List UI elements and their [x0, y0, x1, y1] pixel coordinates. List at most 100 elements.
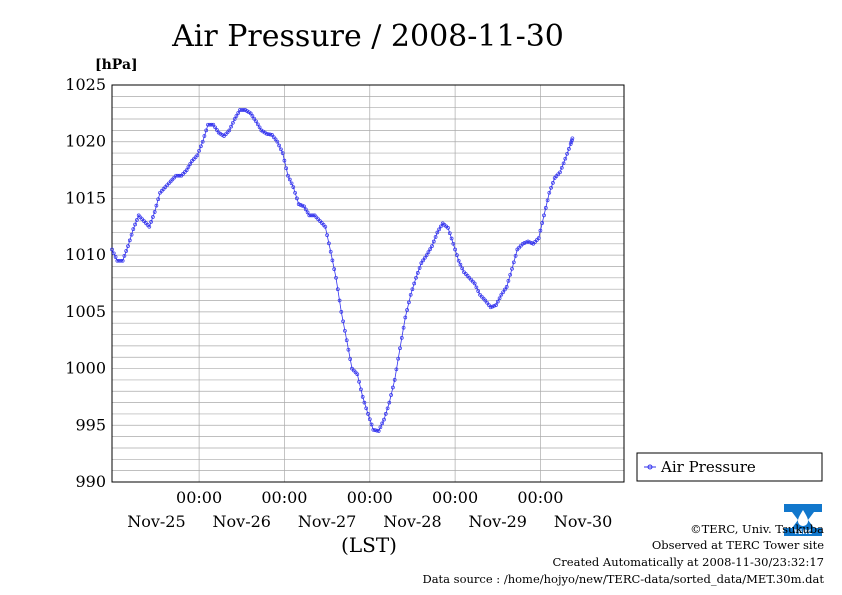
data-point	[476, 289, 481, 293]
data-point	[215, 128, 219, 132]
data-point	[197, 148, 201, 153]
data-point	[451, 241, 456, 246]
data-point	[561, 161, 566, 166]
data-point	[428, 247, 433, 251]
data-point	[110, 247, 114, 252]
legend: Air Pressure	[636, 452, 823, 482]
data-point	[280, 151, 285, 155]
data-point	[536, 236, 541, 240]
x-day-label: Nov-26	[213, 512, 271, 531]
data-point	[250, 114, 255, 118]
data-point	[362, 400, 367, 405]
data-point	[549, 185, 553, 190]
data-point	[460, 266, 465, 271]
data-point	[499, 292, 504, 297]
data-point	[266, 132, 271, 137]
data-point	[300, 203, 305, 208]
data-point	[291, 185, 296, 189]
data-point	[204, 128, 209, 133]
data-point	[545, 198, 550, 203]
data-point	[417, 266, 422, 270]
data-point	[419, 261, 424, 265]
data-point	[231, 120, 235, 125]
y-axis-unit: [hPa]	[95, 57, 138, 73]
data-point	[407, 300, 411, 305]
data-point	[547, 190, 552, 195]
data-point	[367, 417, 372, 422]
data-point	[119, 258, 123, 263]
footer-copyright: ©TERC, Univ. Tsukuba	[690, 522, 824, 536]
data-point	[120, 258, 125, 263]
data-point	[449, 236, 454, 241]
data-point	[570, 138, 574, 143]
data-point	[323, 224, 328, 229]
y-tick-label: 995	[75, 415, 106, 434]
data-point	[497, 296, 502, 301]
data-point	[289, 181, 294, 186]
data-point	[396, 356, 401, 361]
data-point	[398, 346, 402, 351]
data-point	[156, 197, 161, 202]
data-point	[337, 298, 342, 303]
x-tick-label: 00:00	[347, 488, 393, 507]
data-point	[360, 395, 365, 399]
data-point	[126, 244, 130, 248]
data-point	[474, 285, 479, 290]
data-point	[199, 144, 203, 149]
data-point	[570, 136, 575, 141]
data-point	[527, 240, 532, 245]
data-point	[510, 266, 514, 271]
data-point	[403, 315, 408, 320]
data-point	[508, 272, 513, 277]
data-point	[447, 231, 452, 236]
data-point	[501, 290, 505, 295]
data-point	[255, 122, 260, 127]
data-point	[238, 108, 242, 112]
x-day-label: Nov-30	[554, 512, 612, 531]
data-point	[565, 151, 569, 156]
data-point	[174, 173, 178, 178]
data-point	[273, 137, 278, 142]
data-point	[376, 429, 381, 433]
data-point	[458, 262, 463, 267]
data-point	[494, 303, 498, 307]
data-point	[364, 406, 369, 411]
legend-label: Air Pressure	[660, 458, 756, 476]
data-point	[569, 140, 574, 144]
data-point	[551, 181, 555, 185]
data-point	[334, 275, 338, 280]
chart-title: Air Pressure / 2008-11-30	[171, 19, 564, 54]
logo-right-wing	[808, 512, 822, 528]
data-point	[311, 213, 315, 218]
footer-created: Created Automatically at 2008-11-30/23:3…	[552, 555, 825, 569]
data-point	[513, 254, 518, 258]
legend-marker-swatch	[647, 464, 653, 470]
data-point	[202, 134, 207, 138]
data-point	[401, 325, 406, 330]
data-point	[371, 427, 376, 432]
data-point	[293, 190, 297, 195]
data-point	[252, 116, 257, 121]
logo-drop-icon	[798, 510, 808, 526]
data-point	[506, 279, 511, 283]
data-point	[405, 308, 409, 312]
footer-observed: Observed at TERC Tower site	[651, 538, 824, 552]
data-point	[149, 220, 153, 224]
data-point	[355, 372, 360, 377]
logo-text: TERC	[794, 528, 813, 536]
data-point	[488, 305, 493, 310]
data-point	[567, 147, 571, 151]
data-point	[135, 218, 139, 222]
data-point	[207, 122, 212, 127]
data-point	[485, 300, 489, 305]
data-point	[522, 241, 527, 245]
data-point	[279, 147, 283, 152]
data-point	[424, 253, 429, 257]
data-point	[305, 210, 310, 215]
data-point	[236, 111, 241, 115]
y-tick-label: 1015	[65, 188, 106, 207]
data-point	[229, 124, 233, 129]
data-point	[472, 281, 477, 286]
y-tick-label: 1000	[65, 359, 106, 378]
